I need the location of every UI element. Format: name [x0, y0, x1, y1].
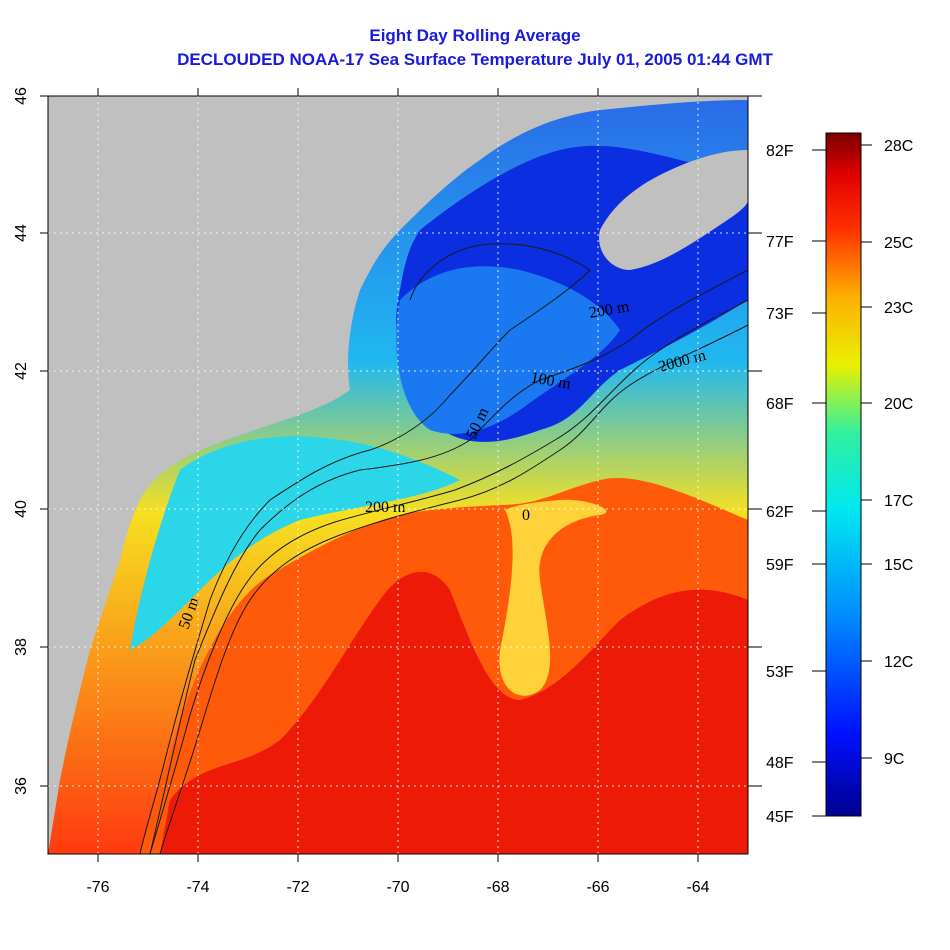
y-tick-labels: 36 38 40 42 44 46 [13, 87, 30, 795]
map-title: Eight Day Rolling Average [369, 26, 581, 45]
contour-2000m [159, 324, 748, 854]
y-tick-label: 40 [13, 500, 30, 518]
fahrenheit-label: 82F [766, 143, 794, 160]
contour-label: 0 [522, 507, 530, 524]
x-tick-label: -72 [286, 879, 309, 896]
celsius-label: 17C [884, 493, 913, 510]
celsius-label: 28C [884, 138, 913, 155]
fahrenheit-label: 62F [766, 504, 794, 521]
contour-label: 200 m [365, 499, 406, 516]
contour-50m [139, 243, 591, 854]
celsius-label: 12C [884, 654, 913, 671]
map-subtitle: DECLOUDED NOAA-17 Sea Surface Temperatur… [177, 50, 773, 69]
fahrenheit-label: 53F [766, 664, 794, 681]
y-tick-label: 46 [13, 87, 30, 105]
fahrenheit-label: 73F [766, 306, 794, 323]
contour-label: 100 m [529, 369, 572, 393]
x-tick-label: -76 [86, 879, 109, 896]
y-axis [40, 95, 762, 787]
fahrenheit-label: 45F [766, 809, 794, 826]
x-tick-label: -64 [686, 879, 709, 896]
x-tick-label: -68 [486, 879, 509, 896]
warm-filament [499, 499, 607, 696]
georges-bank [396, 266, 620, 434]
map-grid [48, 96, 748, 854]
y-tick-label: 38 [13, 638, 30, 656]
fahrenheit-label: 77F [766, 234, 794, 251]
temperature-colorbar [825, 132, 862, 817]
x-tick-labels: -76 -74 -72 -70 -68 -66 -64 [86, 879, 709, 896]
land-nova-scotia [599, 150, 748, 270]
contour-100m [149, 269, 748, 854]
x-axis [97, 88, 699, 862]
celsius-label: 25C [884, 235, 913, 252]
celsius-label: 15C [884, 557, 913, 574]
celsius-scale: 28C 25C 23C 20C 17C 15C 12C 9C [861, 138, 913, 768]
y-tick-label: 36 [13, 777, 30, 795]
x-tick-label: -74 [186, 879, 209, 896]
land-us-east-coast [48, 96, 748, 854]
sst-map: 50 m 200 m 2000 m 100 m 50 m 200 m 0 [48, 96, 748, 854]
gulf-stream-core [160, 571, 748, 854]
y-tick-label: 44 [13, 224, 30, 242]
x-tick-label: -66 [586, 879, 609, 896]
y-tick-label: 42 [13, 362, 30, 380]
celsius-label: 9C [884, 751, 904, 768]
shelf-water [130, 436, 460, 650]
fahrenheit-scale: 82F 77F 73F 68F 62F 59F 53F 48F 45F [766, 143, 826, 826]
fahrenheit-label: 68F [766, 396, 794, 413]
fahrenheit-label: 59F [766, 557, 794, 574]
fahrenheit-label: 48F [766, 755, 794, 772]
x-tick-label: -70 [386, 879, 409, 896]
contour-label: 200 m [588, 298, 631, 322]
celsius-label: 23C [884, 300, 913, 317]
celsius-label: 20C [884, 396, 913, 413]
